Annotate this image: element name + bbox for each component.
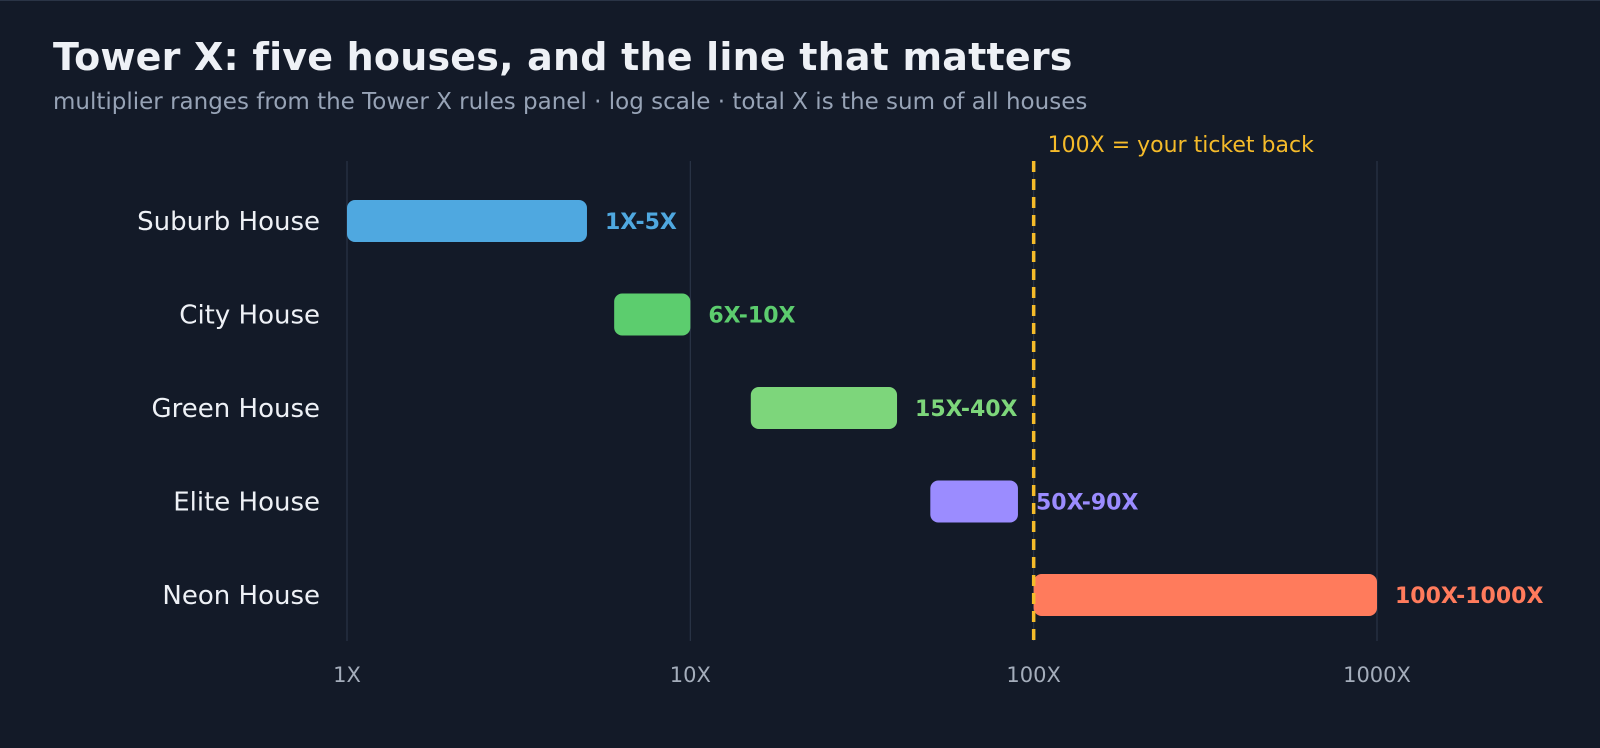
category-label: Elite House bbox=[173, 488, 320, 518]
x-tick-label: 10X bbox=[670, 663, 711, 687]
range-data-label: 15X-40X bbox=[915, 397, 1018, 422]
x-tick-label: 1X bbox=[333, 663, 361, 687]
range-bar bbox=[930, 480, 1018, 523]
category-label: City House bbox=[179, 301, 320, 331]
range-bar bbox=[614, 293, 691, 336]
range-data-label: 100X-1000X bbox=[1395, 584, 1543, 609]
category-label: Suburb House bbox=[137, 207, 320, 237]
range-data-label: 50X-90X bbox=[1036, 491, 1139, 516]
range-bar bbox=[750, 387, 898, 429]
labels: 1X 10X 100X 1000X Suburb House 1X-5X City Hous… bbox=[137, 133, 1543, 687]
range-bars bbox=[347, 200, 1377, 616]
x-tick-label: 1000X bbox=[1343, 663, 1411, 687]
category-label: Neon House bbox=[162, 581, 320, 611]
reference-line-label: 100X = your ticket back bbox=[1048, 133, 1314, 158]
chart-subtitle: multiplier ranges from the Tower X rules… bbox=[53, 89, 1088, 115]
range-bar bbox=[1033, 574, 1377, 616]
range-bar bbox=[347, 200, 587, 242]
range-data-label: 6X-10X bbox=[708, 304, 795, 329]
chart-title: Tower X: five houses, and the line that … bbox=[53, 35, 1073, 79]
range-data-label: 1X-5X bbox=[605, 210, 677, 235]
category-label: Green House bbox=[152, 394, 320, 424]
x-tick-label: 100X bbox=[1006, 663, 1060, 687]
